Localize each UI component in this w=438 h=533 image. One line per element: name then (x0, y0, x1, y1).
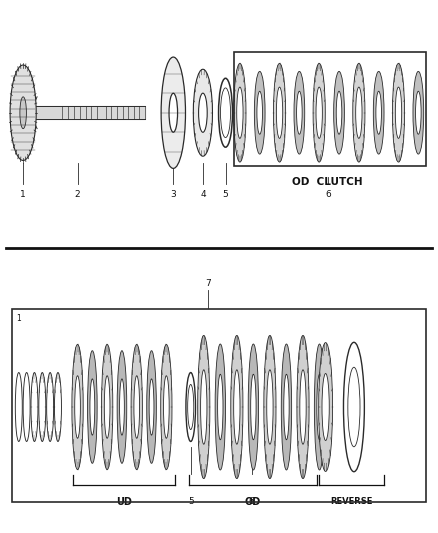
Ellipse shape (300, 370, 306, 444)
Ellipse shape (317, 374, 322, 440)
Text: OD  CLUTCH: OD CLUTCH (293, 177, 363, 188)
Bar (234, 52, 426, 166)
Ellipse shape (413, 71, 424, 154)
Ellipse shape (297, 335, 309, 479)
Ellipse shape (104, 376, 110, 438)
Ellipse shape (102, 344, 113, 470)
Ellipse shape (193, 69, 212, 156)
Ellipse shape (281, 344, 292, 470)
Ellipse shape (149, 379, 154, 435)
Ellipse shape (356, 87, 362, 139)
Ellipse shape (88, 351, 97, 463)
Ellipse shape (147, 351, 156, 463)
Ellipse shape (20, 97, 26, 128)
Ellipse shape (218, 374, 223, 440)
Ellipse shape (198, 93, 207, 132)
Ellipse shape (373, 71, 384, 154)
Ellipse shape (353, 63, 365, 162)
Ellipse shape (396, 87, 402, 139)
Text: 7: 7 (205, 279, 211, 288)
Ellipse shape (254, 71, 265, 154)
Text: 2: 2 (75, 190, 80, 199)
Ellipse shape (284, 374, 289, 440)
Text: REVERSE: REVERSE (331, 497, 373, 506)
Ellipse shape (322, 374, 329, 440)
Ellipse shape (273, 63, 286, 162)
Text: 3: 3 (170, 190, 176, 199)
Ellipse shape (90, 379, 95, 435)
Ellipse shape (169, 93, 177, 132)
Text: 5: 5 (223, 190, 228, 199)
Ellipse shape (234, 63, 246, 162)
Ellipse shape (264, 335, 276, 479)
Ellipse shape (257, 91, 262, 134)
Text: 1: 1 (20, 190, 26, 199)
Ellipse shape (294, 71, 305, 154)
Ellipse shape (314, 344, 325, 470)
Ellipse shape (120, 379, 124, 435)
Ellipse shape (237, 87, 243, 139)
Ellipse shape (75, 376, 81, 438)
Ellipse shape (10, 65, 36, 160)
Ellipse shape (161, 57, 185, 168)
Ellipse shape (267, 370, 273, 444)
Ellipse shape (201, 370, 207, 444)
Bar (12, 309, 426, 503)
Ellipse shape (161, 344, 172, 470)
Text: OD: OD (244, 497, 261, 506)
Ellipse shape (297, 91, 302, 134)
Text: UD: UD (117, 497, 132, 506)
Ellipse shape (231, 335, 243, 479)
Ellipse shape (316, 87, 322, 139)
Ellipse shape (131, 344, 142, 470)
Ellipse shape (198, 335, 210, 479)
Ellipse shape (276, 87, 283, 139)
Ellipse shape (251, 374, 256, 440)
Polygon shape (33, 107, 145, 119)
Ellipse shape (117, 351, 127, 463)
Text: 6: 6 (249, 497, 254, 506)
Ellipse shape (134, 376, 140, 438)
Text: 1: 1 (17, 314, 21, 323)
Ellipse shape (163, 376, 169, 438)
Ellipse shape (336, 91, 342, 134)
Ellipse shape (416, 91, 421, 134)
Ellipse shape (313, 63, 325, 162)
Ellipse shape (392, 63, 405, 162)
Text: 6: 6 (325, 190, 331, 199)
Ellipse shape (215, 344, 226, 470)
Text: 4: 4 (200, 190, 206, 199)
Ellipse shape (72, 344, 83, 470)
Text: 5: 5 (188, 497, 194, 506)
Ellipse shape (376, 91, 381, 134)
Ellipse shape (234, 370, 240, 444)
Ellipse shape (319, 343, 332, 471)
Ellipse shape (11, 97, 16, 128)
Ellipse shape (248, 344, 258, 470)
Ellipse shape (334, 71, 344, 154)
